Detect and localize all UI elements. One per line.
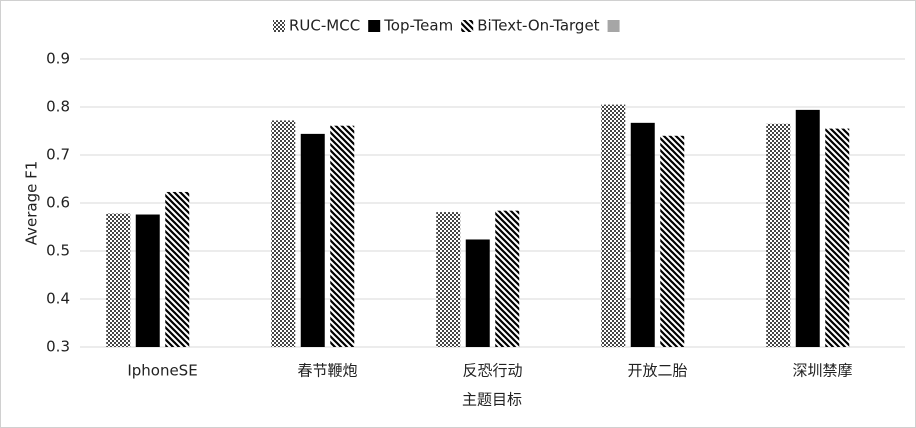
x-tick-label: 反恐行动: [462, 362, 522, 380]
bar: [271, 120, 296, 347]
legend-label: Top-Team: [383, 17, 453, 35]
y-tick-label: 0.3: [46, 338, 70, 356]
bar: [660, 135, 685, 347]
bar: [165, 191, 190, 347]
y-tick-label: 0.6: [46, 194, 70, 212]
legend-label: RUC-MCC: [289, 17, 360, 35]
bar: [766, 123, 791, 347]
legend-swatch: [368, 20, 381, 32]
y-tick-label: 0.8: [46, 98, 70, 116]
x-axis-title: 主题目标: [462, 391, 522, 409]
bar: [436, 212, 461, 347]
legend-swatch: [607, 20, 620, 32]
x-tick-label: 开放二胎: [627, 362, 687, 380]
bar: [135, 214, 160, 347]
y-axis-title: Average F1: [23, 161, 41, 246]
bar: [106, 213, 131, 347]
legend-swatch: [273, 20, 285, 32]
y-tick-label: 0.7: [46, 146, 70, 164]
legend-label: BiText-On-Target: [477, 17, 599, 35]
y-tick-label: 0.5: [46, 242, 70, 260]
y-tick-label: 0.9: [46, 50, 70, 68]
bar: [795, 109, 820, 347]
x-tick-label: 深圳禁摩: [792, 362, 852, 380]
bar: [300, 133, 325, 347]
bar: [465, 239, 490, 347]
x-tick-label: 春节鞭炮: [297, 362, 357, 380]
bar: [495, 210, 520, 347]
x-tick-label: IphoneSE: [127, 362, 197, 380]
legend-swatch: [461, 20, 474, 32]
bar: [630, 122, 655, 347]
bar: [601, 104, 626, 347]
bar: [825, 128, 850, 347]
y-tick-label: 0.4: [46, 290, 70, 308]
bar: [330, 125, 355, 347]
